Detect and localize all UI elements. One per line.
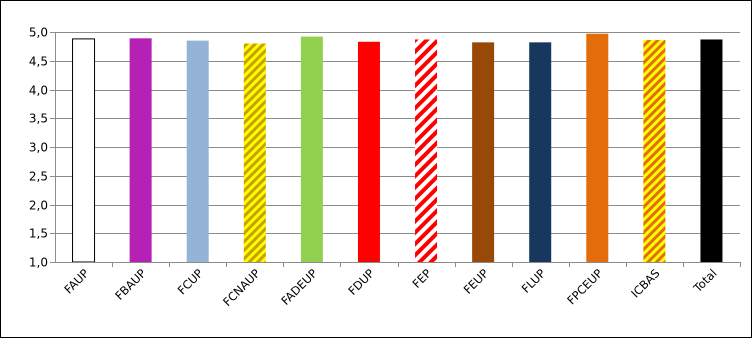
y-tick-label: 5,0 xyxy=(29,26,48,40)
y-tick-label: 1,0 xyxy=(29,256,48,270)
y-axis: 1,0 1,5 2,0 2,5 3,0 3,5 4,0 4,5 5,0 xyxy=(29,26,56,270)
bar-fadeup xyxy=(300,36,323,262)
y-tick-label: 4,0 xyxy=(29,84,48,98)
y-tick-label: 4,5 xyxy=(29,55,48,69)
bar-total xyxy=(700,39,723,262)
y-tick-label: 3,5 xyxy=(29,112,48,126)
bar-fpceup xyxy=(586,33,609,262)
bar-fcnaup xyxy=(243,43,266,262)
bar-flup xyxy=(529,42,552,262)
bar-fbaup xyxy=(129,38,152,263)
bars xyxy=(72,33,723,263)
bar-fdup xyxy=(357,41,380,263)
bar-icbas xyxy=(643,40,666,262)
bar-fcup xyxy=(186,40,209,262)
y-tick-label: 1,5 xyxy=(29,227,48,241)
bar-faup xyxy=(72,38,96,263)
y-tick-label: 2,5 xyxy=(29,170,48,184)
bar-feup xyxy=(472,42,495,262)
y-tick-label: 2,0 xyxy=(29,199,48,213)
y-tick-label: 3,0 xyxy=(29,141,48,155)
bar-fep xyxy=(415,39,438,262)
